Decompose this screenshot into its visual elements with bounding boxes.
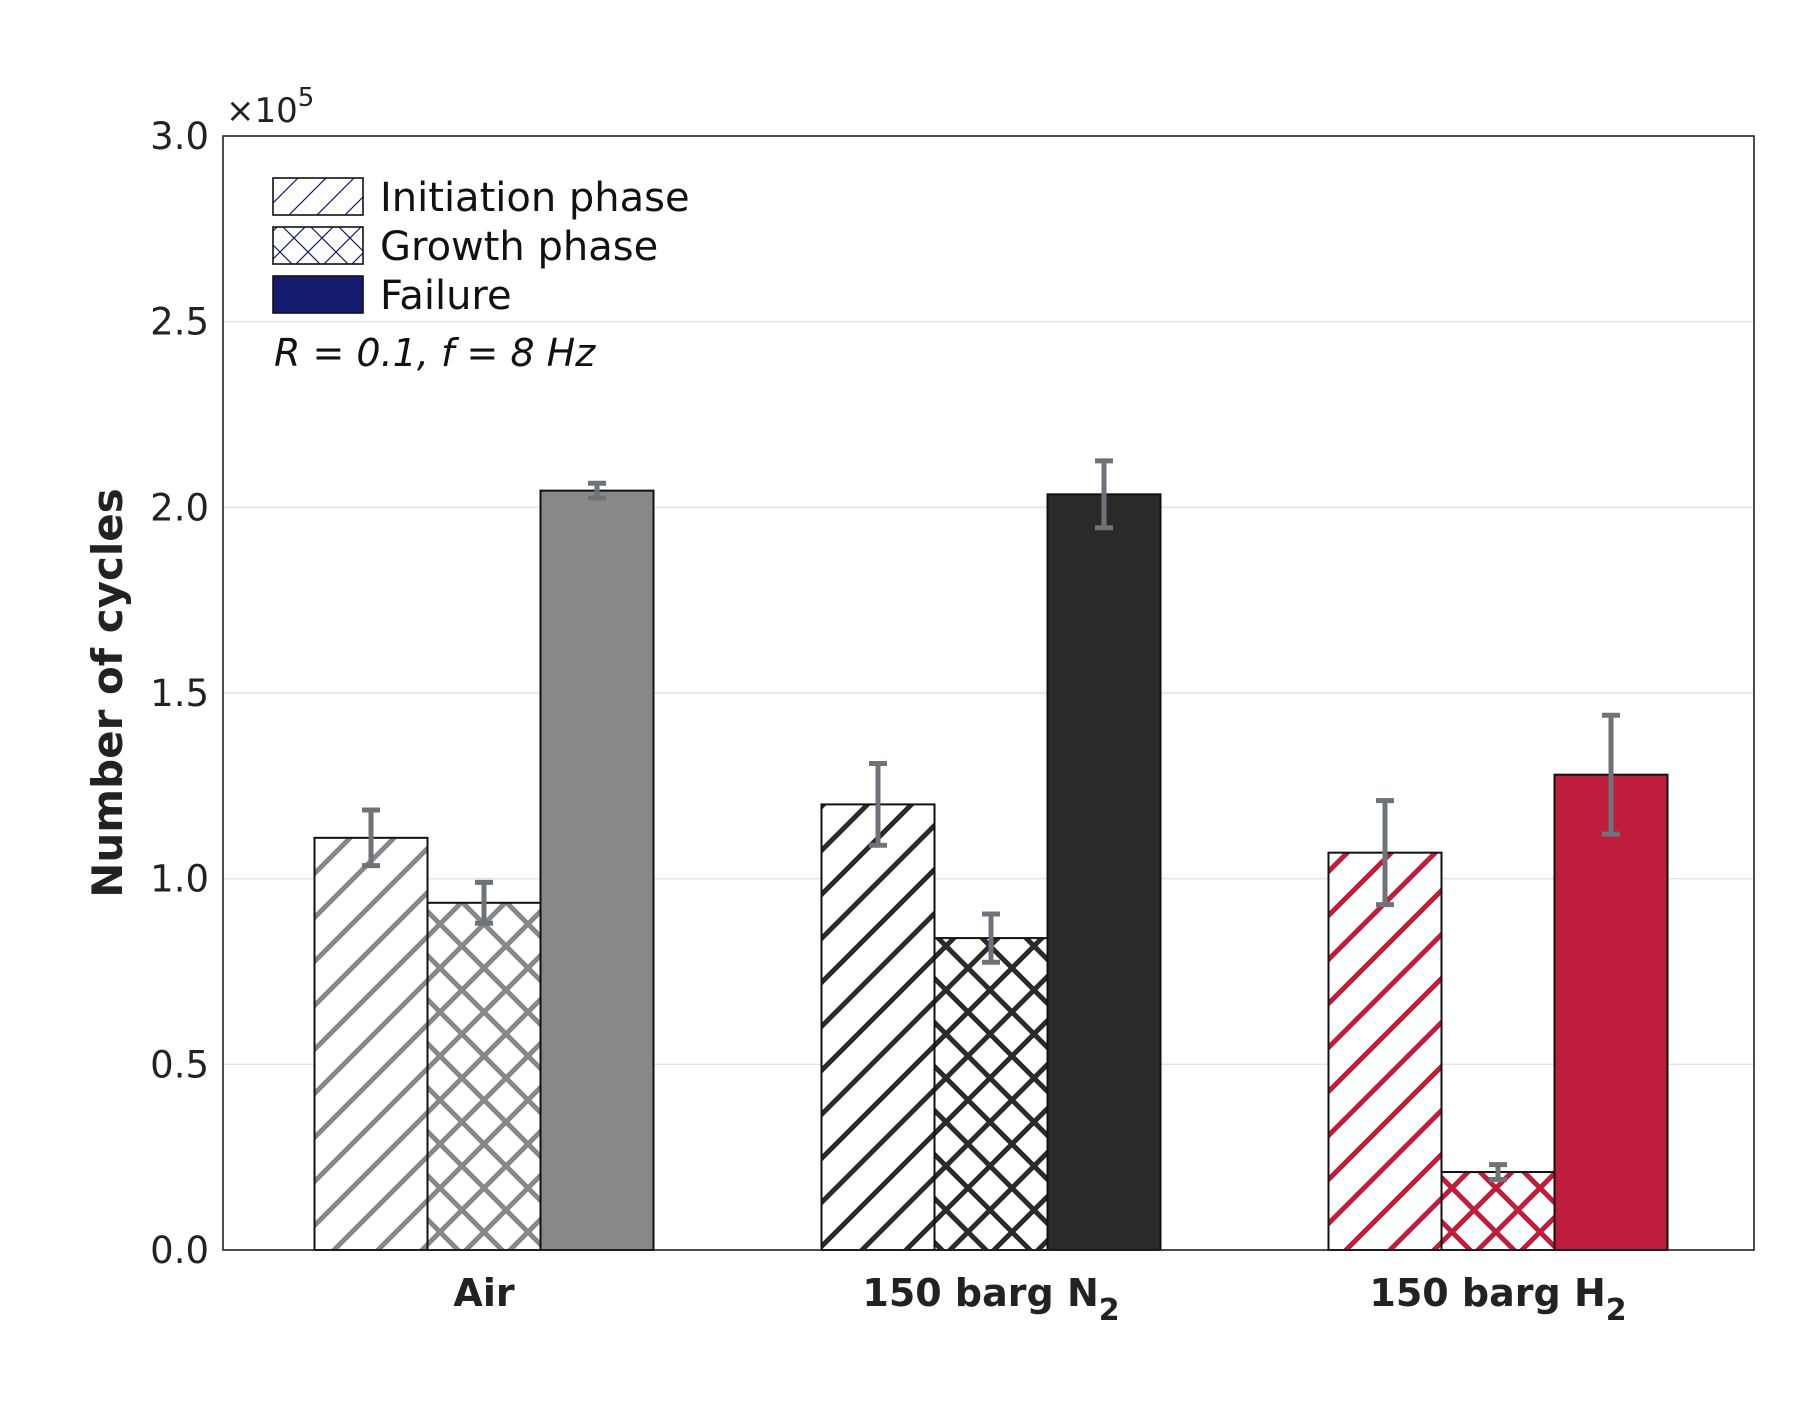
legend-swatch (272, 226, 364, 265)
bar-initiation-phase (313, 836, 429, 1251)
bar-initiation-phase (1327, 851, 1443, 1251)
bar-growth-phase (933, 937, 1049, 1252)
x-category-label: Air (453, 1271, 514, 1315)
bar-growth-phase (1440, 1171, 1556, 1252)
bar-growth-phase (426, 901, 542, 1251)
annotation: R = 0.1, f = 8 Hz (274, 331, 596, 375)
legend-label: Initiation phase (380, 175, 690, 221)
error-bar (982, 911, 1000, 965)
error-bar (1095, 458, 1113, 531)
error-bars (362, 458, 1620, 1182)
legend-swatch (272, 275, 364, 314)
y-tick-label: 1.5 (150, 672, 209, 715)
y-axis-ticks: 0.0 0.5 1.0 1.5 2.0 2.5 3.0 (150, 115, 209, 1272)
legend-swatch (272, 177, 364, 216)
x-category-label: 150 barg N2 (862, 1271, 1119, 1328)
error-bar (1376, 798, 1394, 908)
x-axis-categories: Air 150 barg N2 150 barg H2 (453, 1271, 1626, 1328)
error-bar (475, 879, 493, 926)
legend-label: Growth phase (380, 224, 658, 270)
bar-initiation-phase (820, 803, 936, 1252)
error-bar (1602, 712, 1620, 837)
y-tick-label: 3.0 (150, 115, 209, 158)
x-category-label: 150 barg H2 (1369, 1271, 1626, 1328)
y-tick-label: 1.0 (150, 858, 209, 901)
y-tick-label: 0.0 (150, 1229, 209, 1272)
bar-failure (1046, 493, 1162, 1251)
bar-failure (539, 489, 655, 1251)
error-bar (1489, 1162, 1507, 1182)
error-bar (588, 480, 606, 501)
y-multiplier: ×105 (226, 83, 314, 131)
y-tick-label: 2.5 (150, 301, 209, 344)
plot-frame (222, 135, 1755, 1251)
error-bar (362, 807, 380, 869)
y-tick-label: 2.0 (150, 486, 209, 529)
error-bar (869, 761, 887, 848)
y-axis-title: Number of cycles (83, 488, 132, 898)
legend-label: Failure (380, 273, 512, 319)
grid-lines (223, 320, 1754, 1066)
bar-failure (1553, 773, 1669, 1252)
bars (313, 489, 1669, 1252)
y-tick-label: 0.5 (150, 1043, 209, 1086)
